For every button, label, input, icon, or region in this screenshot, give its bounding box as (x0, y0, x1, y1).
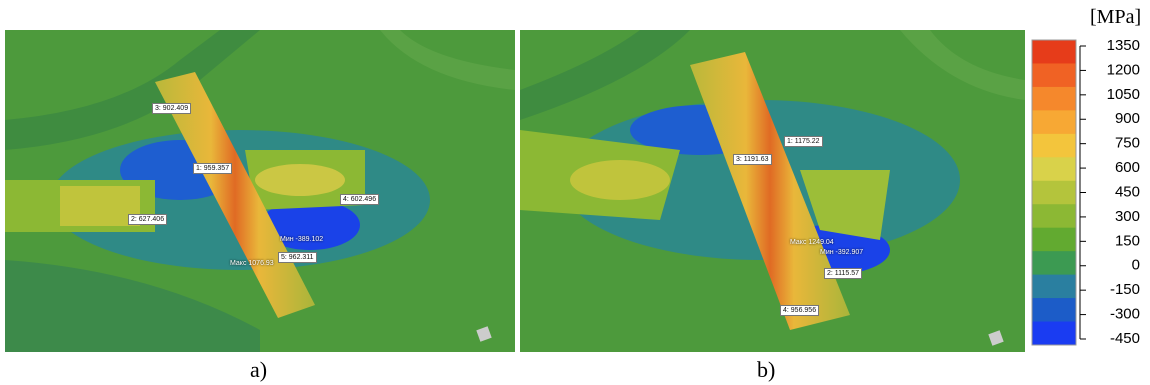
colorbar-band (1032, 181, 1076, 205)
max-label: Макс 1249.04 (790, 239, 834, 246)
min-label: Мин -392.907 (820, 249, 863, 256)
colorbar-band (1032, 40, 1076, 64)
panel-label: b) (757, 357, 775, 383)
colorbar-tick-label: 450 (1115, 183, 1140, 200)
colorbar-tick-label: -450 (1110, 330, 1140, 347)
colorbar: 1350 1200 1050 900 750 600 450 300 150 0 -150 -300 -… (1032, 37, 1140, 347)
max-label: Макс 1076.93 (230, 260, 274, 267)
probe-label: 4: 602.496 (340, 194, 379, 205)
colorbar-band (1032, 251, 1076, 275)
colorbar-band (1032, 298, 1076, 322)
probe-label: 1: 959.357 (193, 163, 232, 174)
colorbar-band (1032, 110, 1076, 134)
min-label: Мин -389.102 (280, 236, 323, 243)
colorbar-tick-label: 150 (1115, 232, 1140, 249)
colorbar-unit: [MPa] (1090, 6, 1141, 29)
colorbar-tick-label: 750 (1115, 135, 1140, 152)
colorbar-tick-label: -300 (1110, 306, 1140, 323)
colorbar-band (1032, 228, 1076, 252)
colorbar-tick-label: 1350 (1107, 37, 1140, 54)
probe-label: 4: 956.956 (780, 305, 819, 316)
probe-label: 2: 1115.57 (824, 268, 862, 279)
probe-label: 3: 902.409 (152, 103, 191, 114)
colorbar-tick-label: 0 (1132, 257, 1140, 274)
panel-label: a) (250, 357, 267, 383)
colorbar-band (1032, 204, 1076, 228)
colorbar-tick-label: 1200 (1107, 61, 1140, 78)
colorbar-band (1032, 275, 1076, 299)
colorbar-tick-label: 300 (1115, 208, 1140, 225)
colorbar-tick-label: -150 (1110, 281, 1140, 298)
probe-label: 5: 962.311 (278, 252, 317, 263)
colorbar-band (1032, 134, 1076, 158)
colorbar-band (1032, 157, 1076, 181)
probe-label: 2: 627.406 (128, 214, 167, 225)
figure-canvas: 1350 1200 1050 900 750 600 450 300 150 0 -150 -300 -… (0, 0, 1150, 385)
colorbar-tick-label: 900 (1115, 110, 1140, 127)
colorbar-tick-label: 600 (1115, 159, 1140, 176)
probe-label: 1: 1175.22 (784, 136, 823, 147)
contour-image-a (5, 30, 515, 352)
colorbar-band (1032, 63, 1076, 87)
figure: 1350 1200 1050 900 750 600 450 300 150 0 -150 -300 -… (0, 0, 1150, 385)
colorbar-band (1032, 322, 1076, 346)
probe-label: 3: 1191.63 (733, 154, 772, 165)
colorbar-band (1032, 87, 1076, 111)
contour-image-b (520, 30, 1025, 352)
colorbar-tick-label: 1050 (1107, 86, 1140, 103)
